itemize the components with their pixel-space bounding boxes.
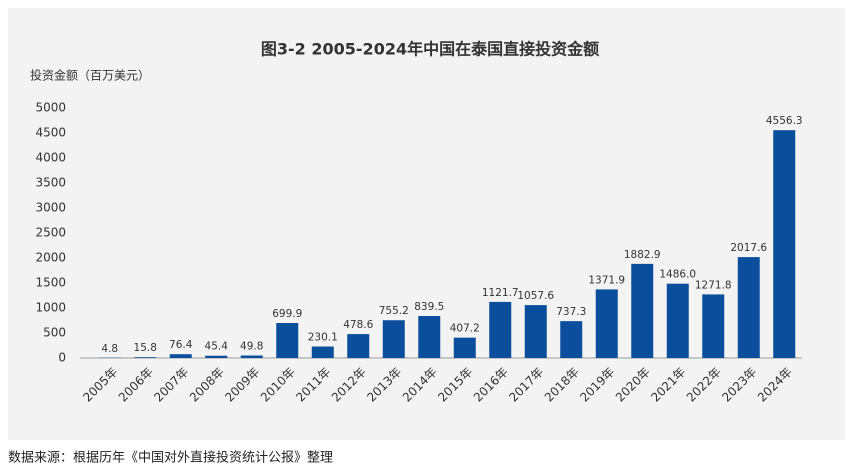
y-tick-label: 4000 [35,151,66,165]
y-axis-label: 投资金额（百万美元） [30,68,150,83]
y-tick-label: 3500 [35,176,66,190]
value-label: 15.8 [134,342,157,354]
bar [311,346,334,358]
y-tick-label: 500 [43,326,66,340]
y-tick-label: 2000 [35,251,66,265]
bar [560,321,583,358]
value-label: 737.3 [556,306,586,318]
value-label: 76.4 [169,339,193,351]
value-label: 1121.7 [482,287,519,299]
value-label: 1882.9 [624,249,661,261]
y-tick-label: 0 [58,351,66,365]
bar [382,320,405,358]
bar [453,337,476,358]
value-label: 49.8 [240,341,263,353]
y-tick-label: 1500 [35,276,66,290]
source-note: 数据来源：根据历年《中国对外直接投资统计公报》整理 [8,450,333,466]
y-tick-label: 5000 [35,101,66,115]
chart-title: 图3-2 2005-2024年中国在泰国直接投资金额 [261,40,599,59]
bar [631,263,654,358]
panel [8,8,845,440]
bar [666,283,689,358]
value-label: 478.6 [343,319,373,331]
value-label: 1271.8 [695,279,732,291]
bar [276,323,299,358]
y-tick-label: 2500 [35,226,66,240]
bar [524,305,547,358]
y-tick-label: 1000 [35,301,66,315]
value-label: 407.2 [450,323,480,335]
value-label: 1371.9 [588,274,625,286]
bar [489,301,512,358]
value-label: 755.2 [379,305,409,317]
bar [773,130,796,358]
value-label: 2017.6 [730,242,767,254]
bar [418,316,441,358]
y-tick-label: 3000 [35,201,66,215]
y-tick-label: 4500 [35,126,66,140]
value-label: 1057.6 [517,290,554,302]
value-label: 699.9 [272,308,302,320]
value-label: 4.8 [101,343,118,355]
bar [169,354,192,358]
value-label: 45.4 [205,341,229,353]
bar [347,334,370,358]
bar [702,294,725,358]
value-label: 230.1 [308,331,338,343]
bar [737,257,760,358]
value-label: 1486.0 [659,269,696,281]
bar [240,355,263,358]
bar [595,289,618,358]
value-label: 4556.3 [766,115,803,127]
bar [134,357,157,358]
bar [205,355,228,358]
value-label: 839.5 [414,301,444,313]
